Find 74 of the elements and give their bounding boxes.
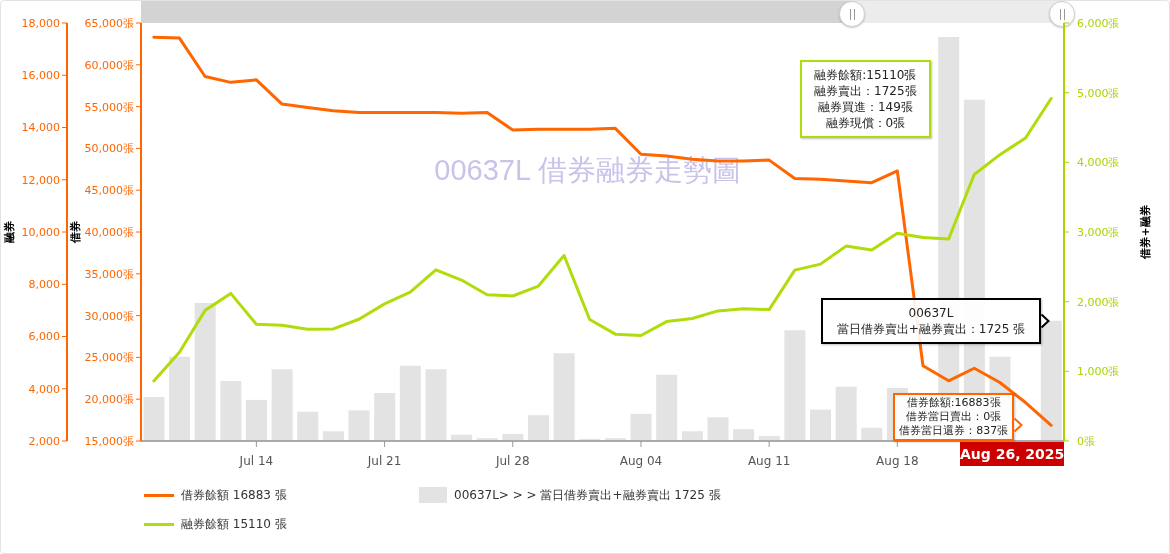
bar: [733, 429, 755, 441]
y2-tick-label: 1,000張: [1077, 365, 1120, 379]
y3-tick-label: 16,000: [21, 69, 60, 83]
bar: [220, 381, 242, 441]
annotation: 融券現償：0張: [824, 114, 907, 131]
bar: [399, 365, 421, 441]
line-series: [152, 97, 1053, 383]
bar: [835, 386, 857, 441]
annotation: 當日借券賣出+融券賣出：1725 張: [836, 320, 1026, 337]
x-tick-label: Jul 14: [238, 454, 274, 468]
y3-tick-label: 14,000: [21, 121, 60, 135]
bar: [1040, 320, 1062, 441]
y3-axis-title: 融券: [3, 221, 16, 243]
bar: [169, 356, 191, 441]
y-tick-label: 15,000張: [84, 434, 134, 448]
legend-label: 00637L> > > 當日借券賣出+融券賣出 1725 張: [454, 486, 721, 504]
annotation: 借券餘額:16883張: [905, 396, 1002, 410]
bar: [707, 417, 729, 441]
annotation: 00637L: [907, 304, 955, 321]
bar: [297, 411, 319, 441]
x-tick-label: Jul 21: [366, 454, 402, 468]
bar: [322, 431, 344, 441]
bar: [348, 410, 370, 441]
bar: [630, 413, 652, 441]
y2-axis-title: 借券+融券: [1139, 205, 1152, 259]
y2-tick-label: 4,000張: [1077, 156, 1120, 170]
legend-label: 融券餘額 15110 張: [181, 515, 287, 533]
x-tick-label: Aug 11: [747, 454, 791, 468]
y2-tick-label: 2,000張: [1077, 295, 1120, 309]
bar: [681, 431, 703, 441]
y-tick-label: 45,000張: [84, 184, 134, 198]
bar: [374, 392, 396, 441]
y3-tick-label: 6,000: [28, 330, 60, 344]
y-tick-label: 35,000張: [84, 267, 134, 281]
line-series: [152, 35, 1053, 427]
annotation: 借券當日賣出：0張: [905, 410, 1003, 424]
y3-tick-label: 2,000: [28, 434, 60, 448]
y-tick-label: 55,000張: [84, 100, 134, 114]
annotation: 融券買進：149張: [816, 98, 914, 115]
y-tick-label: 60,000張: [84, 58, 134, 72]
bar: [194, 303, 216, 441]
bar: [143, 397, 165, 441]
y3-tick-label: 18,000: [21, 16, 60, 30]
y-tick-label: 40,000張: [84, 225, 134, 239]
y2-tick-label: 0張: [1077, 434, 1095, 448]
y-tick-label: 65,000張: [84, 16, 134, 30]
bar: [553, 353, 575, 441]
x-tick-label: Aug 18: [876, 454, 919, 468]
bar: [425, 369, 447, 441]
y-tick-label: 20,000張: [84, 393, 134, 407]
y2-tick-label: 3,000張: [1077, 225, 1120, 239]
bar: [861, 427, 883, 441]
y2-tick-label: 6,000張: [1077, 16, 1120, 30]
y3-tick-label: 12,000: [21, 173, 60, 187]
x-tick-label: Aug 04: [619, 454, 663, 468]
y3-tick-label: 8,000: [28, 278, 60, 292]
bar: [810, 409, 832, 441]
bar: [528, 415, 550, 441]
x-tick-label: Jul 28: [494, 454, 530, 468]
annotation: 融券賣出：1725張: [814, 82, 917, 99]
bar: [245, 399, 267, 441]
bar: [656, 374, 678, 441]
bar: [784, 330, 806, 441]
bar: [271, 369, 293, 441]
y-tick-label: 25,000張: [84, 351, 134, 365]
legend-label: 借券餘額 16883 張: [181, 486, 287, 504]
annotation: 融券餘額:15110張: [814, 66, 917, 83]
y3-tick-label: 10,000: [21, 225, 60, 239]
y3-tick-label: 4,000: [28, 382, 60, 396]
y-tick-label: 30,000張: [84, 309, 134, 323]
y-tick-label: 50,000張: [84, 142, 134, 156]
y-axis-title: 借券: [69, 221, 82, 243]
annotation: 借券當日還券：837張: [899, 424, 1009, 438]
y2-tick-label: 5,000張: [1077, 86, 1120, 100]
